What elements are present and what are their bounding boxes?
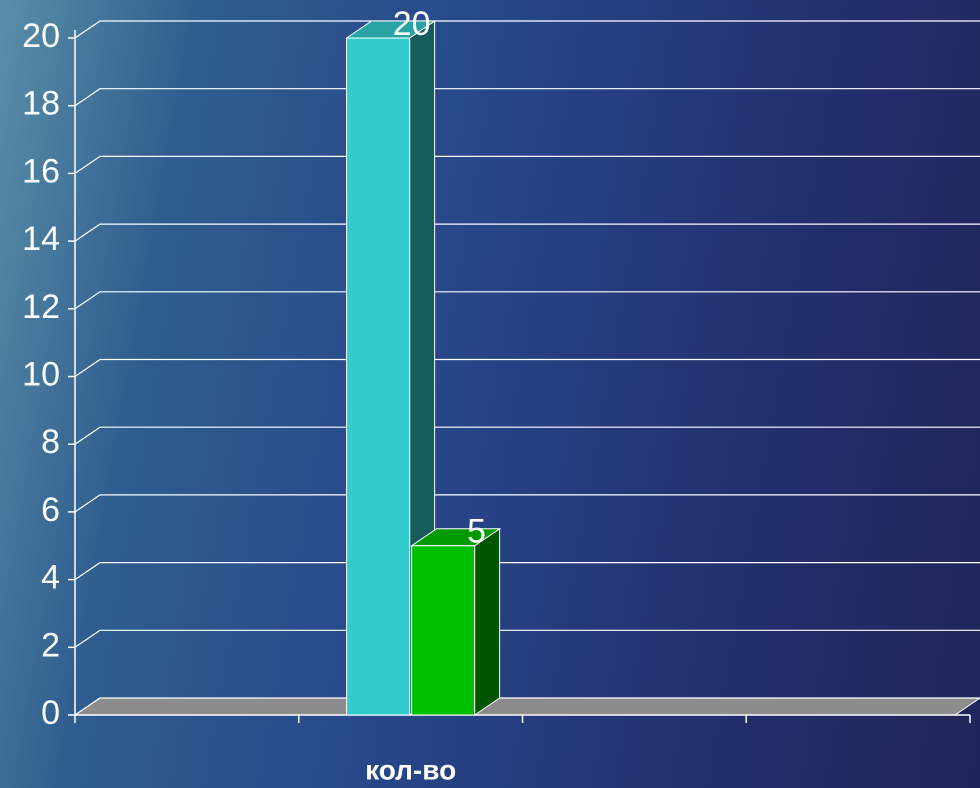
bar xyxy=(410,527,502,716)
data-label: 20 xyxy=(393,5,431,43)
bar-front xyxy=(411,545,476,716)
y-tick-label: 0 xyxy=(41,694,60,732)
data-label: 5 xyxy=(467,513,486,551)
grid-line xyxy=(74,291,980,310)
grid-line xyxy=(74,358,980,377)
y-tick-label: 12 xyxy=(22,288,60,326)
y-tick-label: 2 xyxy=(41,626,60,664)
y-tick-label: 16 xyxy=(22,152,60,190)
grid-line xyxy=(74,494,980,513)
y-tick-label: 14 xyxy=(22,220,60,258)
x-tick-label: кол-во xyxy=(365,754,456,785)
bar-front xyxy=(346,37,411,716)
grid-line xyxy=(74,223,980,242)
bar-side xyxy=(474,527,501,716)
grid-line xyxy=(74,426,980,445)
grid-line xyxy=(74,629,980,648)
grid-line xyxy=(74,155,980,174)
grid-line xyxy=(74,20,980,39)
y-tick-label: 4 xyxy=(41,559,60,597)
y-tick-label: 20 xyxy=(22,17,60,55)
grid-line xyxy=(74,697,980,716)
y-tick-label: 6 xyxy=(41,491,60,529)
floor xyxy=(73,697,980,716)
grid-line xyxy=(74,88,980,107)
y-tick-label: 10 xyxy=(22,355,60,393)
y-tick-label: 8 xyxy=(41,423,60,461)
y-tick-label: 18 xyxy=(22,85,60,123)
grid-line xyxy=(74,561,980,581)
